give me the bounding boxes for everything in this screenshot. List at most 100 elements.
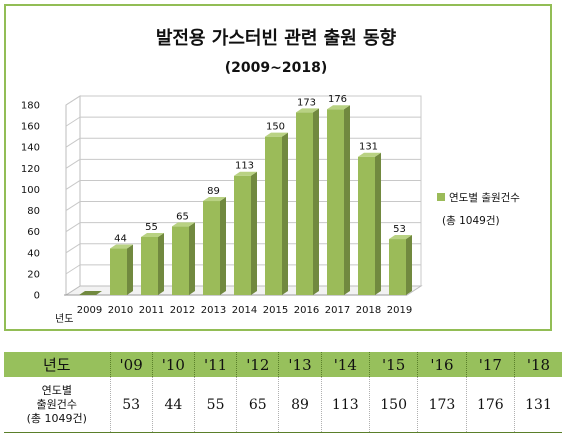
table-header-year: '12 bbox=[236, 352, 279, 377]
y-tick-label: 40 bbox=[27, 248, 40, 259]
y-tick-label: 140 bbox=[21, 143, 40, 154]
table-cell: 173 bbox=[417, 377, 467, 433]
table-header-year: '17 bbox=[465, 352, 515, 377]
chart-subtitle: (2009~2018) bbox=[225, 60, 327, 76]
data-label: 150 bbox=[266, 122, 285, 133]
table-header-year: '15 bbox=[368, 352, 418, 377]
table-header-label: 년도 bbox=[4, 352, 111, 377]
table-header-year: '14 bbox=[320, 352, 370, 377]
bar bbox=[234, 171, 257, 295]
gridline-diag bbox=[65, 264, 81, 275]
bar bbox=[203, 197, 226, 295]
gridline-diag bbox=[65, 95, 81, 106]
bar-front bbox=[203, 201, 220, 295]
bar-front bbox=[389, 239, 406, 295]
bar-side bbox=[375, 152, 381, 295]
data-table: 년도 '09 '10 '11 '12 '13 '14 '15 '16 '17 '… bbox=[4, 352, 562, 433]
data-label: 176 bbox=[328, 94, 347, 105]
y-tick-label: 160 bbox=[21, 122, 40, 133]
table-header-year: '18 bbox=[514, 352, 562, 377]
y-tick-label: 120 bbox=[21, 164, 40, 175]
gridline-diag bbox=[65, 180, 81, 190]
data-label: 173 bbox=[297, 97, 316, 108]
row-label-line: 출원건수 bbox=[36, 397, 77, 411]
bar-side bbox=[251, 171, 257, 295]
table-row: 연도별 출원건수 (총 1049건) 53 44 55 65 89 113 15… bbox=[4, 377, 562, 433]
table-cell: 89 bbox=[278, 377, 322, 433]
bar-top bbox=[234, 171, 257, 176]
bar bbox=[172, 222, 195, 295]
table-cell: 53 bbox=[109, 377, 153, 433]
data-label: 113 bbox=[235, 161, 254, 172]
legend: 연도별 출원건수 (총 1049건) bbox=[437, 192, 520, 227]
legend-swatch bbox=[437, 193, 445, 201]
bar-chart: 발전용 가스터빈 관련 출원 동향 (2009~2018) 0 20 40 60 80 1… bbox=[21, 28, 520, 325]
table-cell: 55 bbox=[193, 377, 237, 433]
row-label-line: (총 1049건) bbox=[26, 411, 87, 425]
table-header-year: '13 bbox=[278, 352, 322, 377]
bar-top bbox=[327, 105, 350, 110]
data-label: 53 bbox=[393, 224, 406, 235]
bar-front bbox=[358, 156, 375, 295]
y-tick-label: 100 bbox=[21, 185, 40, 196]
x-tick-label: 2018 bbox=[356, 305, 381, 316]
bar bbox=[358, 152, 381, 295]
y-tick-label: 20 bbox=[27, 269, 40, 280]
table-header-row: 년도 '09 '10 '11 '12 '13 '14 '15 '16 '17 '… bbox=[4, 352, 562, 377]
gridline-diag bbox=[65, 201, 81, 211]
x-tick-label: 2015 bbox=[263, 305, 288, 316]
table-cell: 65 bbox=[236, 377, 279, 433]
x-tick-label: 2013 bbox=[201, 305, 226, 316]
bar-front bbox=[296, 112, 313, 295]
y-tick-label: 60 bbox=[27, 227, 40, 238]
x-axis-label: 년도 bbox=[55, 313, 73, 325]
bar-front bbox=[110, 248, 127, 295]
row-label-line: 연도별 bbox=[41, 383, 72, 397]
table-cell: 176 bbox=[465, 377, 515, 433]
gridline-diag bbox=[65, 158, 81, 169]
x-tick-label: 2016 bbox=[294, 305, 319, 316]
bar-side bbox=[158, 232, 164, 295]
table-row-label: 연도별 출원건수 (총 1049건) bbox=[4, 377, 111, 433]
bar-top bbox=[203, 197, 226, 202]
table-header-year: '16 bbox=[417, 352, 467, 377]
bars-layer bbox=[79, 105, 412, 295]
bar-side bbox=[313, 108, 319, 295]
bar bbox=[265, 132, 288, 295]
y-tick-label: 180 bbox=[21, 101, 40, 112]
bar-side bbox=[406, 235, 412, 295]
gridline-diag bbox=[65, 116, 81, 127]
chart-title: 발전용 가스터빈 관련 출원 동향 bbox=[156, 28, 397, 49]
data-label: 131 bbox=[359, 142, 378, 153]
bar bbox=[141, 232, 164, 295]
bar-side bbox=[189, 222, 195, 295]
bar-front bbox=[172, 226, 189, 295]
bar-top bbox=[110, 244, 133, 249]
data-label: 55 bbox=[145, 222, 158, 233]
x-tick-label: 2011 bbox=[139, 305, 164, 316]
bar-front bbox=[265, 136, 282, 295]
bar bbox=[389, 235, 412, 295]
gridline-diag bbox=[65, 137, 81, 148]
y-tick-label: 80 bbox=[27, 206, 40, 217]
bar-front bbox=[327, 109, 344, 295]
data-label: 65 bbox=[176, 211, 189, 222]
gridline-diag bbox=[65, 243, 81, 254]
bar-side bbox=[282, 132, 288, 295]
table-header-year: '10 bbox=[151, 352, 195, 377]
bar-top bbox=[389, 235, 412, 240]
bar bbox=[327, 105, 350, 295]
bar-top bbox=[141, 232, 164, 237]
table-cell: 131 bbox=[514, 377, 562, 433]
table-header-year: '11 bbox=[193, 352, 237, 377]
bar-top bbox=[265, 132, 288, 137]
bar-top bbox=[296, 108, 319, 113]
table-cell: 150 bbox=[368, 377, 418, 433]
x-tick-label: 2017 bbox=[325, 305, 350, 316]
x-tick-label: 2014 bbox=[232, 305, 257, 316]
table-cell: 44 bbox=[151, 377, 195, 433]
bar-front bbox=[141, 236, 158, 295]
gridline-diag bbox=[65, 222, 81, 233]
x-tick-label: 2010 bbox=[108, 305, 133, 316]
bar-front bbox=[234, 175, 251, 295]
